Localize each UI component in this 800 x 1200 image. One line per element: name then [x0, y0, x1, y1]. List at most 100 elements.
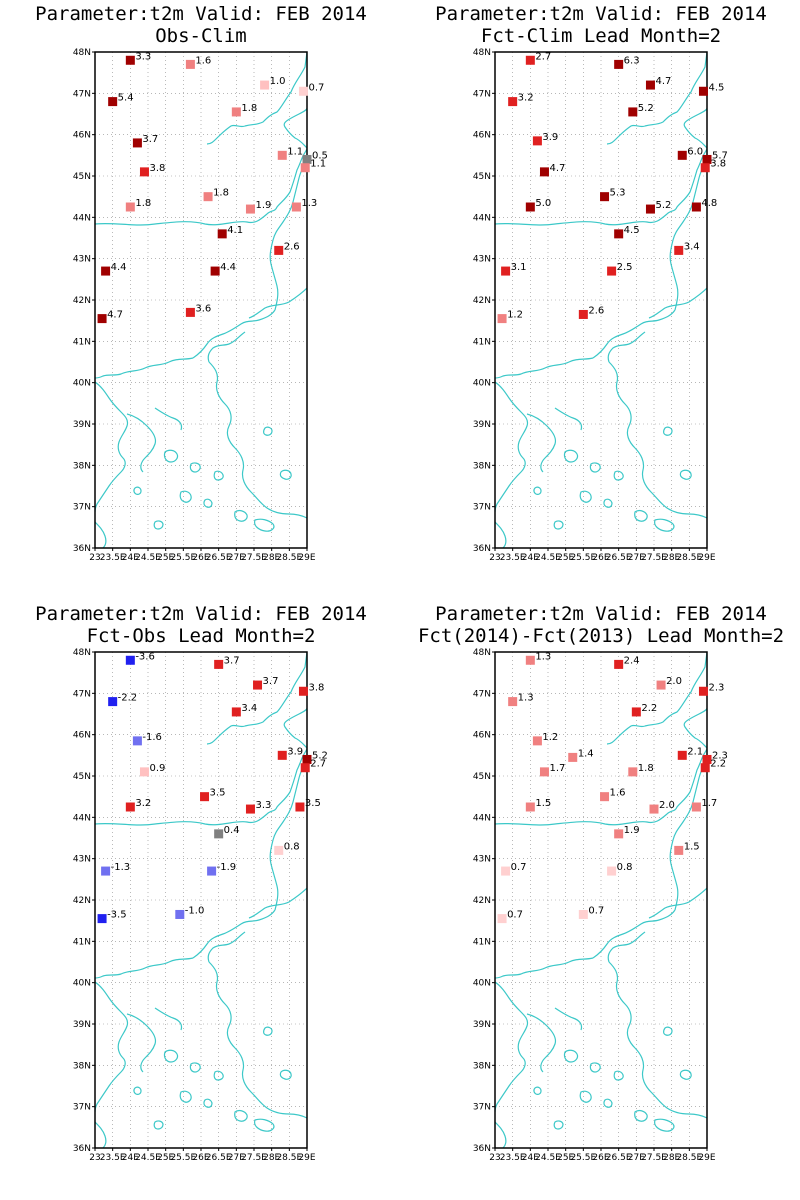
station-marker [677, 150, 687, 160]
station-marker [97, 314, 107, 324]
station-value-label: 1.8 [213, 188, 229, 199]
station-value-label: 4.7 [655, 76, 671, 87]
y-tick-label: 46N [73, 131, 91, 141]
y-tick-label: 42N [473, 296, 491, 306]
y-tick-label: 40N [473, 379, 491, 389]
station-value-label: -1.0 [185, 905, 205, 916]
panel-subtitle: Fct-Obs Lead Month=2 [87, 625, 316, 647]
y-tick-label: 48N [473, 48, 491, 58]
station-value-label: 2.7 [310, 759, 326, 770]
x-tick-label: 29E [298, 1153, 315, 1163]
station-value-label: 3.2 [135, 798, 151, 809]
x-tick-label: 29E [698, 553, 715, 563]
station-value-label: 1.4 [578, 748, 594, 759]
station-value-label: -3.5 [107, 910, 127, 921]
x-tick-label: 25E [557, 1153, 574, 1163]
station-value-label: 3.9 [287, 746, 303, 757]
y-tick-label: 36N [73, 1144, 91, 1154]
station-marker [108, 97, 118, 107]
station-value-label: 3.1 [511, 262, 527, 273]
station-value-label: 3.4 [684, 241, 700, 252]
y-tick-label: 37N [73, 503, 91, 513]
station-marker [539, 167, 549, 177]
station-marker [260, 80, 270, 90]
station-value-label: 5.0 [535, 198, 551, 209]
y-tick-label: 38N [473, 1061, 491, 1071]
station-marker [698, 86, 708, 96]
x-tick-label: 24E [522, 1153, 539, 1163]
station-marker [614, 229, 624, 239]
station-marker [698, 686, 708, 696]
station-value-label: 5.4 [118, 93, 134, 104]
grid-lines [495, 52, 707, 548]
station-value-label: 1.1 [310, 159, 326, 170]
station-value-label: 4.7 [107, 310, 123, 321]
x-tick-label: 28E [663, 1153, 680, 1163]
station-value-label: 3.7 [224, 655, 240, 666]
station-marker [291, 202, 301, 212]
station-marker [607, 866, 617, 876]
y-tick-label: 37N [73, 1103, 91, 1113]
station-marker [210, 266, 220, 276]
station-value-label: 2.2 [710, 759, 726, 770]
y-tick-label: 45N [473, 772, 491, 782]
station-marker [245, 804, 255, 814]
panel-title: Parameter:t2m Valid: FEB 2014 [35, 603, 367, 625]
y-tick-label: 42N [73, 896, 91, 906]
station-marker [702, 754, 712, 764]
station-marker [253, 680, 263, 690]
y-tick-label: 40N [473, 979, 491, 989]
y-tick-label: 39N [473, 1020, 491, 1030]
map-panel-4: Parameter:t2m Valid: FEB 2014Fct(2014)-F… [418, 603, 784, 1163]
station-marker [532, 136, 542, 146]
y-tick-label: 41N [473, 337, 491, 347]
panel-title: Parameter:t2m Valid: FEB 2014 [435, 603, 767, 625]
station-value-label: 5.3 [610, 188, 626, 199]
x-tick-label: 25E [157, 1153, 174, 1163]
station-marker [645, 204, 655, 214]
station-marker [274, 245, 284, 255]
station-marker [231, 107, 241, 117]
x-tick-label: 26.5E [606, 553, 632, 563]
y-tick-label: 43N [473, 855, 491, 865]
station-value-label: 4.7 [549, 163, 565, 174]
station-value-label: 1.7 [701, 798, 717, 809]
station-marker [691, 802, 701, 812]
station-marker [645, 80, 655, 90]
station-marker [97, 914, 107, 924]
x-tick-label: 28.5E [276, 1153, 302, 1163]
y-tick-label: 40N [73, 379, 91, 389]
x-tick-label: 24E [122, 1153, 139, 1163]
station-value-label: 4.5 [624, 225, 640, 236]
station-marker [302, 154, 312, 164]
y-tick-label: 37N [473, 1103, 491, 1113]
y-tick-label: 42N [73, 296, 91, 306]
y-tick-label: 44N [473, 213, 491, 223]
x-tick-label: 28E [663, 553, 680, 563]
x-tick-label: 27E [628, 553, 645, 563]
station-value-label: 3.8 [149, 163, 165, 174]
grid-lines [95, 652, 307, 1148]
station-value-label: -3.6 [135, 651, 155, 662]
y-tick-label: 47N [473, 89, 491, 99]
station-marker [568, 752, 578, 762]
station-marker [614, 59, 624, 69]
x-tick-label: 27E [228, 553, 245, 563]
station-value-label: 2.6 [284, 241, 300, 252]
station-marker [539, 767, 549, 777]
station-value-label: 1.3 [535, 651, 551, 662]
x-tick-label: 28E [263, 553, 280, 563]
station-marker [214, 659, 224, 669]
station-marker [702, 154, 712, 164]
station-marker [700, 163, 710, 173]
station-marker [614, 659, 624, 669]
station-value-label: 3.5 [210, 788, 226, 799]
station-marker [125, 55, 135, 65]
station-value-label: 4.1 [227, 225, 243, 236]
panel-title: Parameter:t2m Valid: FEB 2014 [35, 3, 367, 25]
x-tick-label: 26.5E [206, 1153, 232, 1163]
station-marker [607, 266, 617, 276]
station-marker [525, 202, 535, 212]
